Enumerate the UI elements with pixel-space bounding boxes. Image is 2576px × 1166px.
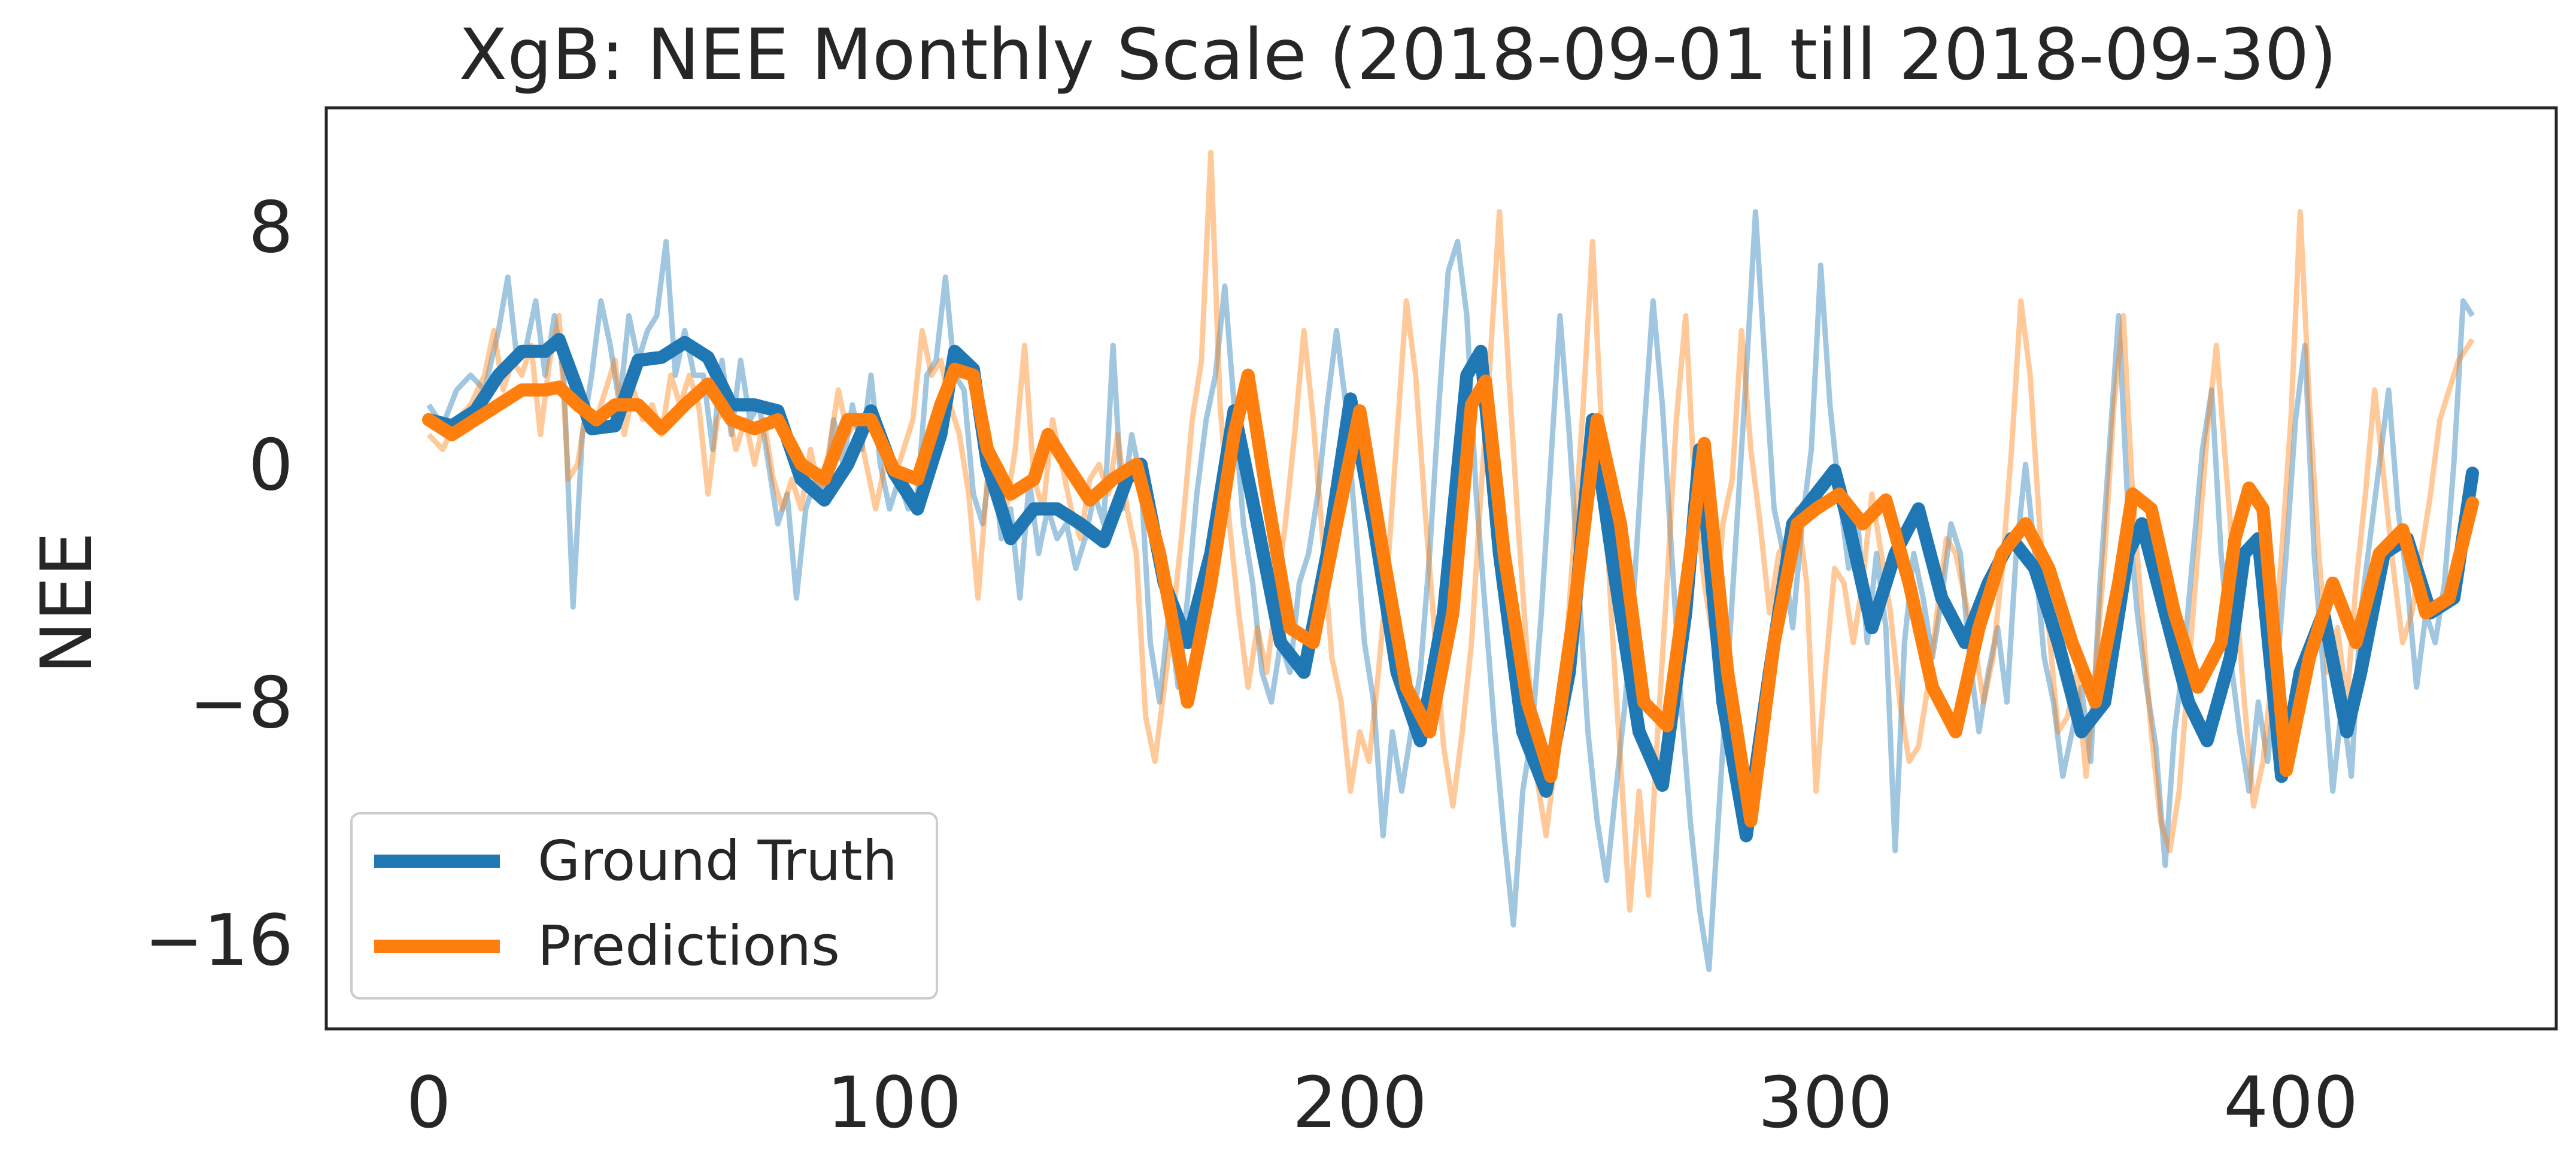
chart-title: XgB: NEE Monthly Scale (2018-09-01 till … — [459, 13, 2337, 96]
x-tick-label: 300 — [1758, 1061, 1892, 1144]
series-line-ground-truth-raw — [426, 209, 2475, 973]
series-line-predictions — [422, 362, 2479, 828]
legend: Ground Truth Predictions — [350, 812, 938, 1000]
x-axis-ticks: 0 100 200 300 400 — [406, 1061, 2359, 1144]
y-tick-label: 0 — [248, 423, 293, 506]
legend-label-predictions: Predictions — [538, 914, 840, 978]
series-line-predictions-raw — [426, 149, 2475, 913]
x-tick-label: 400 — [2223, 1061, 2358, 1144]
y-tick-label: −16 — [144, 899, 293, 982]
y-axis-label: NEE — [25, 532, 108, 674]
x-tick-label: 100 — [827, 1061, 961, 1144]
raw-series-layer — [426, 149, 2475, 973]
series-line-ground-truth — [422, 333, 2479, 843]
x-tick-label: 200 — [1292, 1061, 1427, 1144]
x-tick-label: 0 — [406, 1061, 451, 1144]
y-tick-label: 8 — [248, 186, 293, 269]
y-tick-label: −8 — [189, 661, 293, 744]
y-axis-ticks: 8 0 −8 −16 — [144, 186, 293, 982]
legend-label-ground-truth: Ground Truth — [538, 829, 897, 893]
plot-frame — [324, 106, 2558, 1031]
smoothed-series-layer — [422, 333, 2479, 843]
